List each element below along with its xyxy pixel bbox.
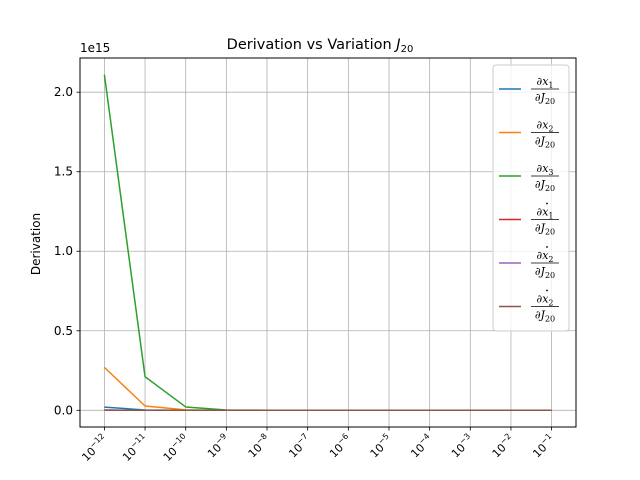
legend-denominator-symbol: ∂J — [535, 135, 546, 148]
chart-title-var: J — [393, 37, 400, 53]
chart-title: Derivation vs Variation J20 — [227, 37, 414, 55]
y-tick-label: 0.0 — [54, 403, 73, 417]
legend-numerator-symbol: ∂x — [537, 293, 550, 306]
y-axis-label: Derivation — [29, 213, 43, 275]
legend-numerator-sub: 1 — [548, 81, 553, 90]
legend-numerator-sub: 2 — [548, 125, 553, 134]
legend-denominator: ∂J20 — [535, 178, 555, 193]
plot-area-frame — [79, 57, 577, 428]
y-tick-label: 0.5 — [54, 324, 73, 338]
legend-denominator-symbol: ∂J — [535, 265, 546, 278]
legend-numerator-sub: 2 — [548, 255, 553, 264]
y-axis-ticks: 0.0 0.5 1.0 1.5 2.0 — [54, 85, 80, 417]
legend-numerator-symbol: ∂x — [537, 206, 550, 219]
legend-denominator-symbol: ∂J — [535, 309, 546, 322]
legend-denominator-symbol: ∂J — [535, 178, 546, 191]
legend-numerator-symbol: ∂x — [537, 119, 550, 132]
legend-denominator: ∂J20 — [535, 135, 555, 150]
legend-denominator: ∂J20 — [535, 309, 555, 324]
legend-dot-accent — [546, 246, 548, 248]
series-lines — [103, 74, 552, 412]
legend-numerator: ∂x3 — [537, 162, 554, 177]
legend-denominator-symbol: ∂J — [535, 91, 546, 104]
legend-dot-accent — [546, 202, 548, 205]
legend-item: ∂x2∂J20 — [499, 119, 559, 150]
legend-numerator: ∂x2 — [537, 249, 554, 264]
chart-title-sub: 20 — [401, 44, 414, 55]
chart-title-main: Derivation vs Variation — [227, 37, 392, 53]
y-tick-label: 1.5 — [54, 165, 73, 179]
legend-numerator-sub: 1 — [548, 212, 553, 221]
legend-denominator-sub: 20 — [545, 97, 555, 106]
y-offset-label: 1e15 — [80, 41, 110, 55]
legend-numerator: ∂x1 — [537, 75, 554, 90]
legend-denominator: ∂J20 — [535, 91, 555, 106]
legend-numerator: ∂x2 — [537, 293, 554, 308]
legend-item: ∂x1∂J20 — [499, 75, 559, 106]
legend: ∂x1∂J20∂x2∂J20∂x3∂J20∂x1∂J20∂x2∂J20∂x2∂J… — [492, 64, 570, 332]
legend-numerator: ∂x2 — [537, 119, 554, 134]
legend-item: ∂x2∂J20 — [499, 289, 559, 324]
legend-dot-accent — [546, 289, 548, 292]
legend-denominator-symbol: ∂J — [535, 222, 546, 235]
legend-item: ∂x1∂J20 — [499, 202, 559, 237]
legend-denominator-sub: 20 — [545, 228, 555, 237]
y-tick-label: 2.0 — [54, 85, 73, 99]
legend-numerator-sub: 3 — [548, 168, 553, 177]
legend-denominator: ∂J20 — [535, 222, 555, 237]
legend-box — [492, 64, 570, 332]
legend-denominator-sub: 20 — [545, 184, 555, 193]
legend-numerator-symbol: ∂x — [537, 75, 550, 88]
y-tick-label: 1.0 — [54, 244, 73, 258]
legend-item: ∂x2∂J20 — [499, 246, 559, 280]
legend-denominator-sub: 20 — [545, 141, 555, 150]
legend-numerator: ∂x1 — [537, 206, 554, 221]
legend-denominator-sub: 20 — [545, 315, 555, 324]
legend-item: ∂x3∂J20 — [499, 162, 559, 193]
legend-numerator-symbol: ∂x — [537, 249, 550, 262]
legend-denominator: ∂J20 — [535, 265, 555, 280]
legend-numerator-sub: 2 — [548, 299, 553, 308]
legend-denominator-sub: 20 — [545, 271, 555, 280]
legend-numerator-symbol: ∂x — [537, 162, 550, 175]
grid — [80, 58, 576, 427]
